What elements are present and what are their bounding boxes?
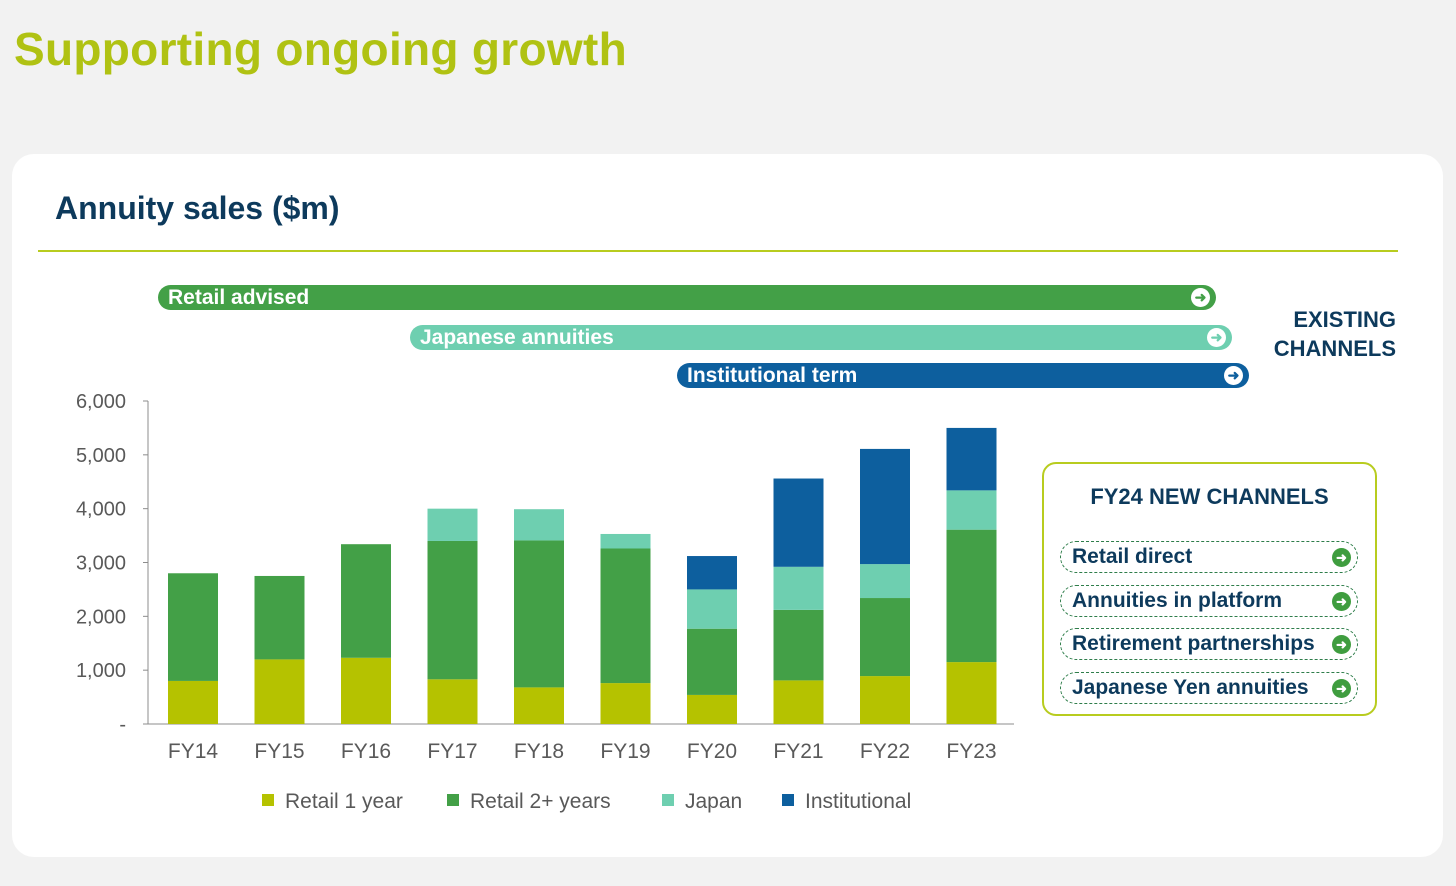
new-channel-label: Japanese Yen annuities	[1072, 676, 1309, 699]
y-tick-label: 2,000	[76, 606, 126, 628]
x-tick-label: FY21	[773, 740, 823, 763]
y-tick-label: 5,000	[76, 445, 126, 467]
bar-fy22-retail-1-year	[860, 676, 910, 724]
legend-label: Institutional	[805, 790, 911, 813]
new-channel-retirement-partnerships[interactable]: Retirement partnerships ➜	[1060, 628, 1358, 660]
arrow-right-icon: ➜	[1207, 328, 1226, 347]
bar-fy23-institutional	[946, 427, 997, 491]
bar-fy18-retail-1-year	[514, 687, 564, 724]
x-tick-label: FY14	[168, 740, 219, 763]
x-tick-label: FY22	[860, 740, 910, 763]
bar-fy19-japan	[600, 533, 651, 549]
x-tick-label: FY20	[687, 740, 737, 763]
bar-fy21-institutional	[773, 478, 824, 567]
bar-fy14-retail-1-year	[168, 680, 218, 724]
bar-fy19-retail-2-years	[600, 548, 651, 684]
new-channel-japanese-yen-annuities[interactable]: Japanese Yen annuities ➜	[1060, 672, 1358, 704]
channel-bar-institutional-term: Institutional term ➜	[677, 363, 1249, 388]
arrow-right-icon: ➜	[1224, 366, 1243, 385]
bar-fy23-retail-2-years	[946, 529, 997, 663]
annuity-sales-chart: - 1,000 2,000 3,000 4,000 5,000 6,000 FY14 FY15 F…	[76, 391, 1014, 813]
legend-swatch	[782, 794, 794, 806]
x-tick-label: FY18	[514, 740, 564, 763]
bar-fy23-japan	[946, 490, 997, 530]
bar-fy16-retail-1-year	[341, 657, 391, 724]
new-channel-annuities-in-platform[interactable]: Annuities in platform ➜	[1060, 585, 1358, 617]
bar-fy21-retail-2-years	[773, 609, 824, 681]
legend-label: Japan	[685, 790, 742, 813]
new-channel-label: Retirement partnerships	[1072, 632, 1315, 655]
bar-fy21-japan	[773, 566, 824, 610]
bar-fy23-retail-1-year	[946, 662, 997, 724]
bar-fy20-japan	[687, 589, 737, 629]
existing-channels-label: EXISTING CHANNELS	[1248, 305, 1396, 363]
arrow-right-icon: ➜	[1332, 679, 1351, 698]
legend-swatch	[262, 794, 274, 806]
channel-bar-label: Japanese annuities	[420, 326, 614, 349]
bar-fy18-japan	[514, 509, 564, 541]
legend-label: Retail 1 year	[285, 790, 403, 813]
new-channels-title: FY24 NEW CHANNELS	[1090, 484, 1329, 509]
y-tick-label: -	[119, 714, 126, 736]
bar-fy17-retail-2-years	[427, 540, 478, 680]
bar-fy22-institutional	[860, 448, 910, 565]
channel-bar-japanese-annuities: Japanese annuities ➜	[410, 325, 1232, 350]
new-channel-retail-direct[interactable]: Retail direct ➜	[1060, 541, 1358, 573]
bar-fy15-retail-2-years	[254, 575, 305, 660]
y-tick-label: 1,000	[76, 660, 126, 682]
y-tick-label: 4,000	[76, 499, 126, 521]
new-channel-label: Retail direct	[1072, 545, 1193, 568]
bar-fy20-retail-1-year	[687, 694, 737, 724]
x-tick-label: FY16	[341, 740, 391, 763]
bar-fy22-retail-2-years	[860, 598, 910, 677]
card-title: Annuity sales ($m)	[55, 190, 340, 226]
legend-swatch	[447, 794, 459, 806]
y-tick-label: 6,000	[76, 391, 126, 413]
bar-fy17-japan	[427, 508, 478, 541]
bar-fy17-retail-1-year	[427, 679, 478, 724]
new-channels-box: FY24 NEW CHANNELS Retail direct ➜ Annuit…	[1042, 462, 1377, 716]
y-tick-label: 3,000	[76, 553, 126, 575]
channel-bar-label: Retail advised	[168, 286, 310, 309]
arrow-right-icon: ➜	[1332, 635, 1351, 654]
page-title: Supporting ongoing growth	[14, 23, 628, 75]
x-tick-label: FY17	[427, 740, 477, 763]
bar-fy20-institutional	[687, 556, 737, 590]
bar-fy14-retail-2-years	[168, 573, 218, 681]
x-tick-label: FY15	[254, 740, 304, 763]
title-divider	[38, 250, 1398, 252]
bar-fy20-retail-2-years	[687, 628, 737, 695]
existing-label-line2: CHANNELS	[1273, 336, 1396, 361]
bar-fy22-japan	[860, 564, 910, 599]
legend-label: Retail 2+ years	[470, 790, 611, 813]
bar-fy16-retail-2-years	[341, 544, 391, 658]
bar-fy18-retail-2-years	[514, 540, 564, 688]
x-tick-label: FY23	[946, 740, 996, 763]
chart-card: Annuity sales ($m) Retail advised ➜ Japa…	[12, 154, 1443, 857]
channel-bar-retail-advised: Retail advised ➜	[158, 285, 1216, 310]
bar-fy21-retail-1-year	[773, 680, 824, 724]
existing-label-line1: EXISTING	[1293, 307, 1396, 332]
bar-fy15-retail-1-year	[254, 659, 305, 724]
channel-bar-label: Institutional term	[687, 364, 858, 387]
new-channel-label: Annuities in platform	[1072, 589, 1282, 612]
arrow-right-icon: ➜	[1332, 548, 1351, 567]
bar-fy19-retail-1-year	[600, 683, 651, 724]
legend-swatch	[662, 794, 674, 806]
arrow-right-icon: ➜	[1332, 592, 1351, 611]
x-tick-label: FY19	[600, 740, 650, 763]
arrow-right-icon: ➜	[1191, 288, 1210, 307]
